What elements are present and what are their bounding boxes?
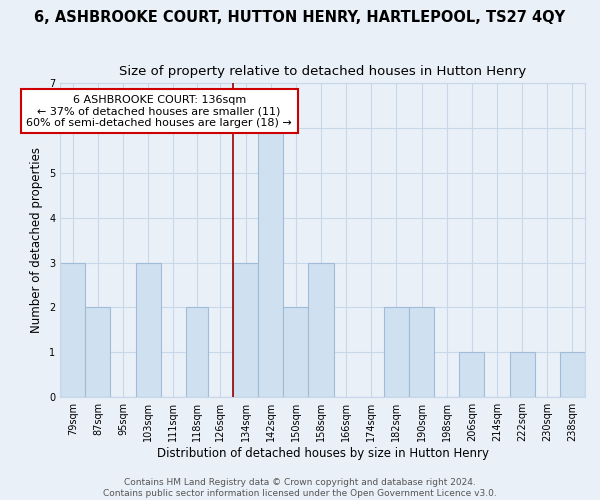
Bar [136, 262, 161, 397]
Title: Size of property relative to detached houses in Hutton Henry: Size of property relative to detached ho… [119, 65, 526, 78]
Bar [459, 352, 484, 397]
Bar [186, 308, 208, 397]
Bar [409, 308, 434, 397]
Bar [384, 308, 409, 397]
Bar [233, 262, 258, 397]
Bar [509, 352, 535, 397]
Bar [308, 262, 334, 397]
Text: Contains HM Land Registry data © Crown copyright and database right 2024.
Contai: Contains HM Land Registry data © Crown c… [103, 478, 497, 498]
Text: 6 ASHBROOKE COURT: 136sqm
← 37% of detached houses are smaller (11)
60% of semi-: 6 ASHBROOKE COURT: 136sqm ← 37% of detac… [26, 94, 292, 128]
Bar [60, 262, 85, 397]
Bar [258, 128, 283, 397]
X-axis label: Distribution of detached houses by size in Hutton Henry: Distribution of detached houses by size … [157, 447, 488, 460]
Bar [283, 308, 308, 397]
Y-axis label: Number of detached properties: Number of detached properties [31, 147, 43, 333]
Text: 6, ASHBROOKE COURT, HUTTON HENRY, HARTLEPOOL, TS27 4QY: 6, ASHBROOKE COURT, HUTTON HENRY, HARTLE… [34, 10, 566, 25]
Bar [85, 308, 110, 397]
Bar [560, 352, 585, 397]
